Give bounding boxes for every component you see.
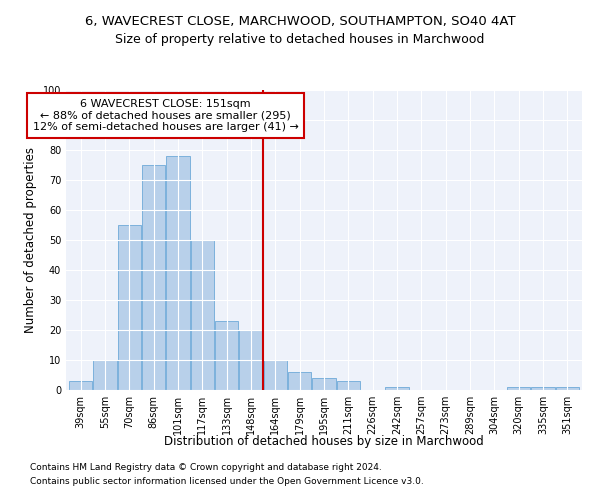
Bar bbox=[556, 387, 579, 390]
Text: Size of property relative to detached houses in Marchwood: Size of property relative to detached ho… bbox=[115, 32, 485, 46]
Bar bbox=[118, 225, 141, 390]
Text: 6, WAVECREST CLOSE, MARCHWOOD, SOUTHAMPTON, SO40 4AT: 6, WAVECREST CLOSE, MARCHWOOD, SOUTHAMPT… bbox=[85, 15, 515, 28]
Text: 6 WAVECREST CLOSE: 151sqm
← 88% of detached houses are smaller (295)
12% of semi: 6 WAVECREST CLOSE: 151sqm ← 88% of detac… bbox=[33, 99, 299, 132]
Bar bbox=[69, 381, 92, 390]
Bar bbox=[385, 387, 409, 390]
Bar bbox=[337, 381, 360, 390]
Bar bbox=[215, 321, 238, 390]
Text: Distribution of detached houses by size in Marchwood: Distribution of detached houses by size … bbox=[164, 435, 484, 448]
Bar bbox=[142, 165, 165, 390]
Bar bbox=[507, 387, 530, 390]
Bar bbox=[94, 360, 116, 390]
Bar bbox=[166, 156, 190, 390]
Bar bbox=[239, 330, 263, 390]
Bar bbox=[313, 378, 335, 390]
Text: Contains HM Land Registry data © Crown copyright and database right 2024.: Contains HM Land Registry data © Crown c… bbox=[30, 464, 382, 472]
Bar bbox=[288, 372, 311, 390]
Y-axis label: Number of detached properties: Number of detached properties bbox=[24, 147, 37, 333]
Bar bbox=[532, 387, 554, 390]
Bar bbox=[264, 360, 287, 390]
Text: Contains public sector information licensed under the Open Government Licence v3: Contains public sector information licen… bbox=[30, 477, 424, 486]
Bar bbox=[191, 240, 214, 390]
